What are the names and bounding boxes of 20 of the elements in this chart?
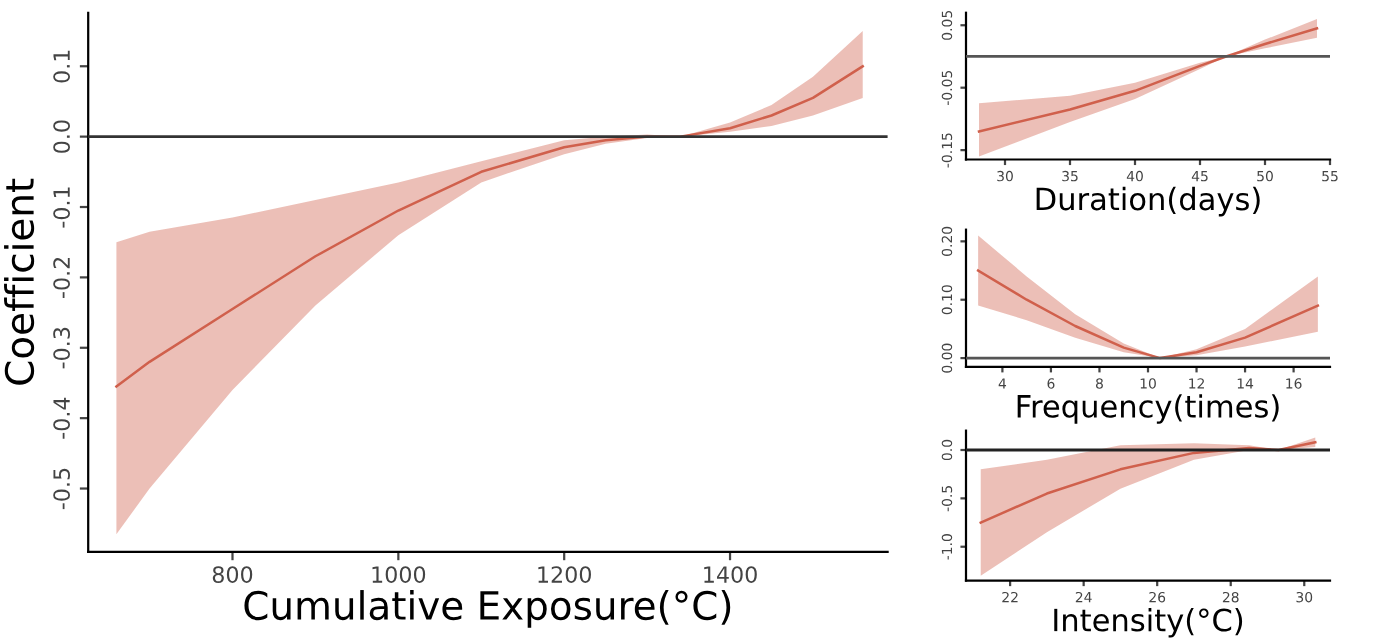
line-series xyxy=(976,269,1320,360)
x-tick-label: 1000 xyxy=(372,566,426,583)
y-tick-label: -0.5 xyxy=(53,468,71,510)
x-axis-title: Frequency(times) xyxy=(1017,394,1279,424)
x-tick-label: 800 xyxy=(212,566,253,583)
line-series xyxy=(977,27,1319,133)
y-tick-label: -0.1 xyxy=(53,187,71,228)
y-tick-label: -0.2 xyxy=(53,257,71,298)
x-axis-title: Cumulative Exposure(°C) xyxy=(244,590,731,628)
y-axis-title: Coefficient xyxy=(4,178,35,385)
y-tick-label: 0.1 xyxy=(53,50,71,83)
x-axis-title: Duration(days) xyxy=(1036,186,1260,217)
x-tick-label: 1200 xyxy=(538,566,591,583)
y-tick-label: -0.3 xyxy=(53,327,71,369)
x-tick-label: 1400 xyxy=(704,566,757,583)
y-tick-label: -0.4 xyxy=(53,397,71,439)
y-tick-label: 0.0 xyxy=(53,120,71,153)
line-series xyxy=(979,441,1317,524)
x-axis-title: Intensity(°C) xyxy=(1054,607,1243,638)
line-series xyxy=(115,65,864,388)
